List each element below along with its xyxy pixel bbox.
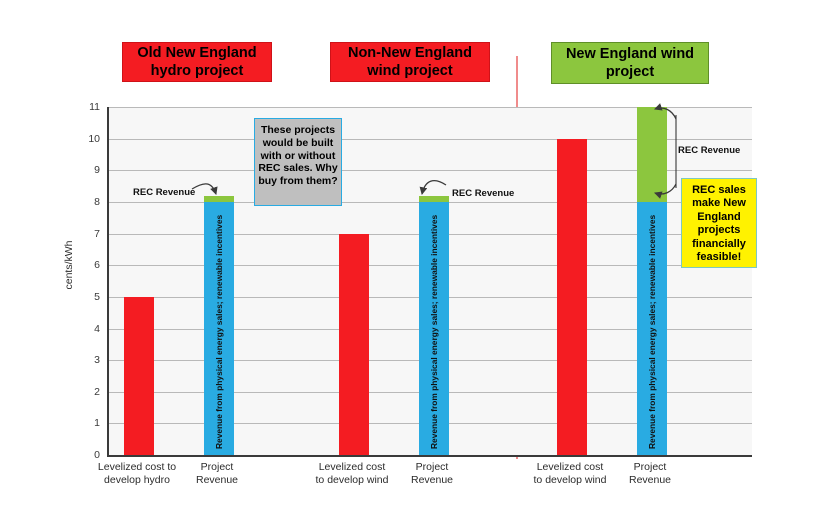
bar-5-segment-0: Revenue from physical energy sales; rene… (637, 201, 667, 455)
banner-old-new-england-hydro: Old New England hydro project (122, 42, 272, 82)
bar-1: Revenue from physical energy sales; rene… (204, 195, 234, 455)
bar-0-segment-0 (124, 296, 154, 455)
y-tick-label-6: 6 (94, 259, 100, 272)
bar-3-segment-0: Revenue from physical energy sales; rene… (419, 201, 449, 455)
y-tick-label-0: 0 (94, 449, 100, 461)
y-axis-title: cents/kWh (63, 107, 78, 455)
y-tick-label-7: 7 (94, 227, 100, 240)
callout-gray-note: These projects would be built with or wi… (254, 118, 342, 206)
gridline-11 (109, 107, 752, 108)
y-tick-label-8: 8 (94, 195, 100, 208)
y-tick-label-11: 11 (89, 101, 100, 113)
bar-1-segment-label: Revenue from physical energy sales; rene… (214, 214, 224, 449)
gridline-10 (109, 138, 752, 140)
x-tick-label-line1: Levelized cost (536, 461, 604, 473)
gridline-9 (109, 170, 752, 172)
bar-4-segment-0 (557, 138, 587, 455)
callout-gray-text: These projects would be built with or wi… (258, 124, 338, 188)
y-tick-label-4: 4 (94, 322, 100, 335)
bar-3-segment-label: Revenue from physical energy sales; rene… (429, 214, 439, 449)
bar-2-segment-0 (339, 233, 369, 455)
bar-5-segment-1 (637, 107, 667, 202)
banner-label: Old New England hydro project (137, 44, 257, 79)
banner-non-new-england-wind: Non-New England wind project (330, 42, 490, 82)
x-tick-label-line1: Project (415, 461, 449, 473)
callout-yellow-note: REC sales make New England projects fina… (681, 178, 757, 268)
x-tick-label-5: Project Revenue (590, 461, 710, 487)
x-tick-label-line1: Levelized cost (318, 461, 386, 473)
bar-5: Revenue from physical energy sales; rene… (637, 107, 667, 455)
bar-0 (124, 296, 154, 455)
callout-yellow-text: REC sales make New England projects fina… (692, 184, 746, 264)
banner-label: Non-New England wind project (347, 44, 473, 79)
x-tick-label-1: Project Revenue (157, 461, 277, 487)
bar-2 (339, 233, 369, 455)
bar-3-segment-1 (419, 195, 449, 202)
bar-5-segment-label: Revenue from physical energy sales; rene… (647, 214, 657, 449)
x-tick-label-line2: Revenue (195, 474, 239, 487)
x-tick-label-3: Project Revenue (372, 461, 492, 487)
x-tick-label-line1: Project (200, 461, 234, 473)
y-tick-label-3: 3 (94, 354, 100, 367)
y-tick-label-9: 9 (94, 164, 100, 177)
x-tick-label-line2: develop hydro (104, 474, 170, 487)
x-tick-label-line2: Revenue (410, 474, 454, 487)
x-tick-label-0: Levelized cost to develop hydro (77, 461, 197, 487)
rec-revenue-annotation-3: REC Revenue (678, 145, 741, 156)
banner-label: New England wind project (565, 45, 695, 80)
bar-3: Revenue from physical energy sales; rene… (419, 195, 449, 455)
y-tick-label-5: 5 (94, 290, 100, 303)
x-tick-label-line2: Revenue (628, 474, 672, 487)
x-tick-label-line1: Project (633, 461, 667, 473)
y-tick-label-10: 10 (88, 132, 100, 145)
x-tick-label-line2: to develop wind (533, 474, 607, 487)
rec-revenue-annotation-2: REC Revenue (452, 188, 515, 199)
x-tick-label-4: Levelized cost to develop wind (510, 461, 630, 487)
rec-revenue-annotation-1: REC Revenue (133, 187, 196, 198)
x-tick-label-line2: to develop wind (315, 474, 389, 487)
banner-new-england-wind: New England wind project (551, 42, 709, 84)
bar-1-segment-1 (204, 195, 234, 202)
y-tick-label-2: 2 (94, 385, 100, 398)
bar-4 (557, 138, 587, 455)
y-axis-title-label: cents/kWh (63, 240, 75, 290)
plot-area: Revenue from physical energy sales; rene… (107, 107, 752, 457)
x-tick-label-line1: Levelized cost to (97, 461, 177, 473)
x-tick-label-2: Levelized cost to develop wind (292, 461, 412, 487)
y-tick-label-1: 1 (94, 417, 100, 430)
bar-1-segment-0: Revenue from physical energy sales; rene… (204, 201, 234, 455)
